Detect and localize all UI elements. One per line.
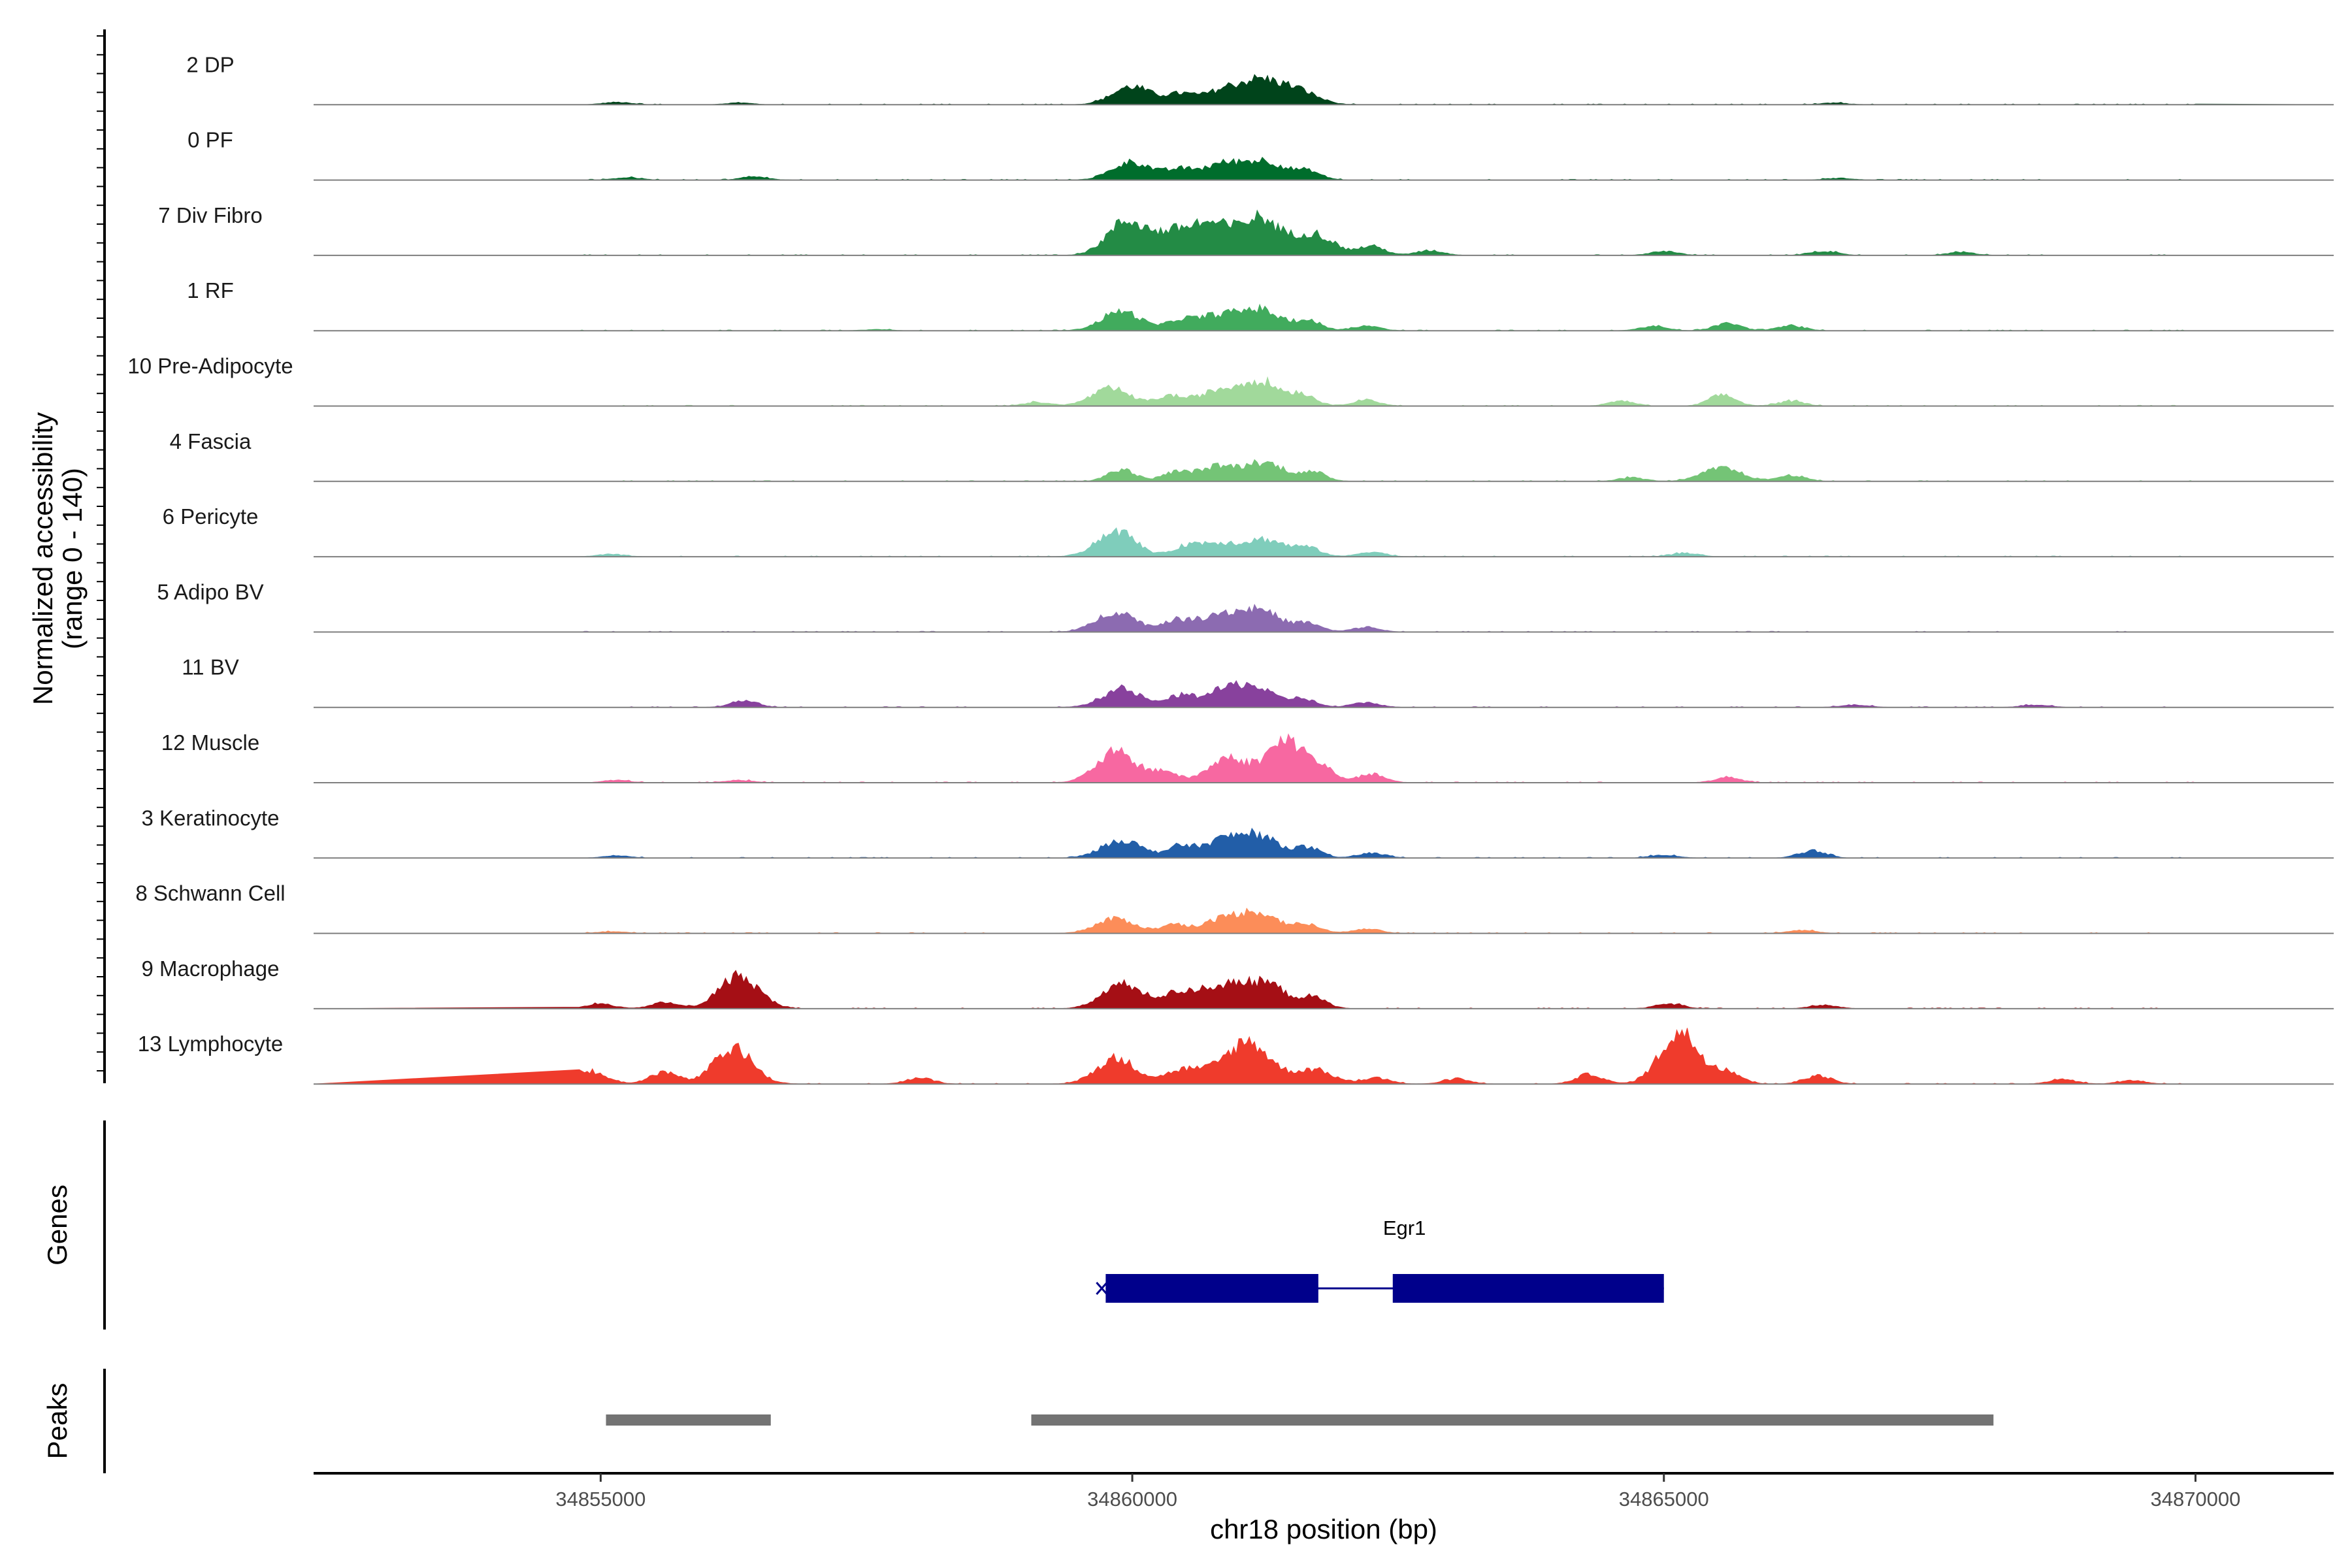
track-label: 4 Fascia: [170, 429, 252, 453]
peak-intervals: [606, 1414, 1994, 1426]
gene-model: Egr1: [1096, 1217, 1664, 1303]
coverage-track: 0 PF: [188, 128, 2334, 181]
coverage-area: [313, 907, 2334, 934]
coverage-track: 10 Pre-Adipocyte: [127, 354, 2334, 407]
genes-panel-title: Genes: [42, 1184, 73, 1266]
genes-panel: Genes Egr1: [42, 1120, 1664, 1330]
coverage-area: [314, 209, 2334, 256]
coverage-track: 7 Div Fibro: [158, 203, 2334, 256]
coverage-area: [313, 1028, 2334, 1085]
track-label: 2 DP: [186, 52, 234, 76]
coverage-y-title: Normalized accessibility: [27, 412, 58, 705]
coverage-area: [314, 604, 2334, 632]
coverage-area: [313, 74, 2334, 105]
coverage-area: [313, 733, 2334, 783]
gene-models: Egr1: [1096, 1217, 1664, 1303]
peaks-panel: Peaks: [42, 1369, 1994, 1473]
coverage-track: 13 Lymphocyte: [138, 1028, 2334, 1085]
track-label: 9 Macrophage: [142, 956, 280, 981]
track-label: 1 RF: [187, 278, 234, 302]
gene-strand-marker: [1096, 1282, 1108, 1295]
track-label: 7 Div Fibro: [158, 203, 263, 227]
coverage-area: [313, 970, 2334, 1009]
coverage-track: 9 Macrophage: [142, 956, 2334, 1009]
x-tick-label: 34870000: [2150, 1488, 2240, 1511]
track-label: 3 Keratinocyte: [142, 806, 280, 830]
track-label: 0 PF: [188, 128, 233, 152]
peak-interval: [1031, 1414, 1994, 1426]
gene-label: Egr1: [1383, 1217, 1426, 1239]
coverage-track: 12 Muscle: [161, 730, 2334, 783]
track-label: 5 Adipo BV: [157, 580, 263, 604]
coverage-area: [314, 376, 2334, 407]
x-axis: 34855000 34860000 34865000 34870000 chr18 p…: [314, 1472, 2334, 1544]
coverage-track: 11 BV: [182, 655, 2334, 708]
gene-exon: [1105, 1274, 1318, 1303]
coverage-track: 8 Schwann Cell: [135, 881, 2334, 934]
coverage-area: [314, 156, 2334, 181]
coverage-y-ticks: [97, 35, 105, 1071]
coverage-tracks: 2 DP 0 PF 7 Div Fibro 1 RF 10 Pre-Adipocyte 4…: [127, 52, 2334, 1085]
coverage-y-range: (range 0 - 140): [57, 468, 88, 649]
track-label: 8 Schwann Cell: [135, 881, 285, 906]
coverage-area: [314, 679, 2334, 708]
track-label: 12 Muscle: [161, 730, 259, 755]
peaks-panel-title: Peaks: [42, 1383, 73, 1460]
peak-interval: [606, 1414, 771, 1426]
coverage-area: [313, 827, 2334, 858]
track-label: 10 Pre-Adipocyte: [127, 354, 293, 378]
x-tick-label: 34865000: [1619, 1488, 1709, 1511]
coverage-track: 2 DP: [186, 52, 2334, 106]
coverage-track: 4 Fascia: [170, 429, 2334, 482]
coverage-track: 5 Adipo BV: [157, 580, 2334, 633]
x-axis-ticks: 34855000 34860000 34865000 34870000: [555, 1473, 2240, 1511]
coverage-track: 6 Pericyte: [163, 504, 2334, 558]
coverage-area: [314, 303, 2334, 331]
x-tick-label: 34855000: [555, 1488, 645, 1511]
x-axis-title: chr18 position (bp): [1210, 1514, 1437, 1544]
track-label: 6 Pericyte: [163, 504, 259, 529]
coverage-panel: Normalized accessibility (range 0 - 140)…: [27, 29, 2334, 1085]
track-label: 11 BV: [182, 655, 238, 679]
coverage-track: 1 RF: [187, 278, 2334, 332]
track-label: 13 Lymphocyte: [138, 1032, 284, 1056]
x-tick-label: 34860000: [1087, 1488, 1177, 1511]
gene-exon: [1392, 1274, 1664, 1303]
coverage-area: [313, 527, 2334, 557]
coverage-area: [314, 459, 2334, 482]
coverage-track: 3 Keratinocyte: [142, 806, 2334, 859]
